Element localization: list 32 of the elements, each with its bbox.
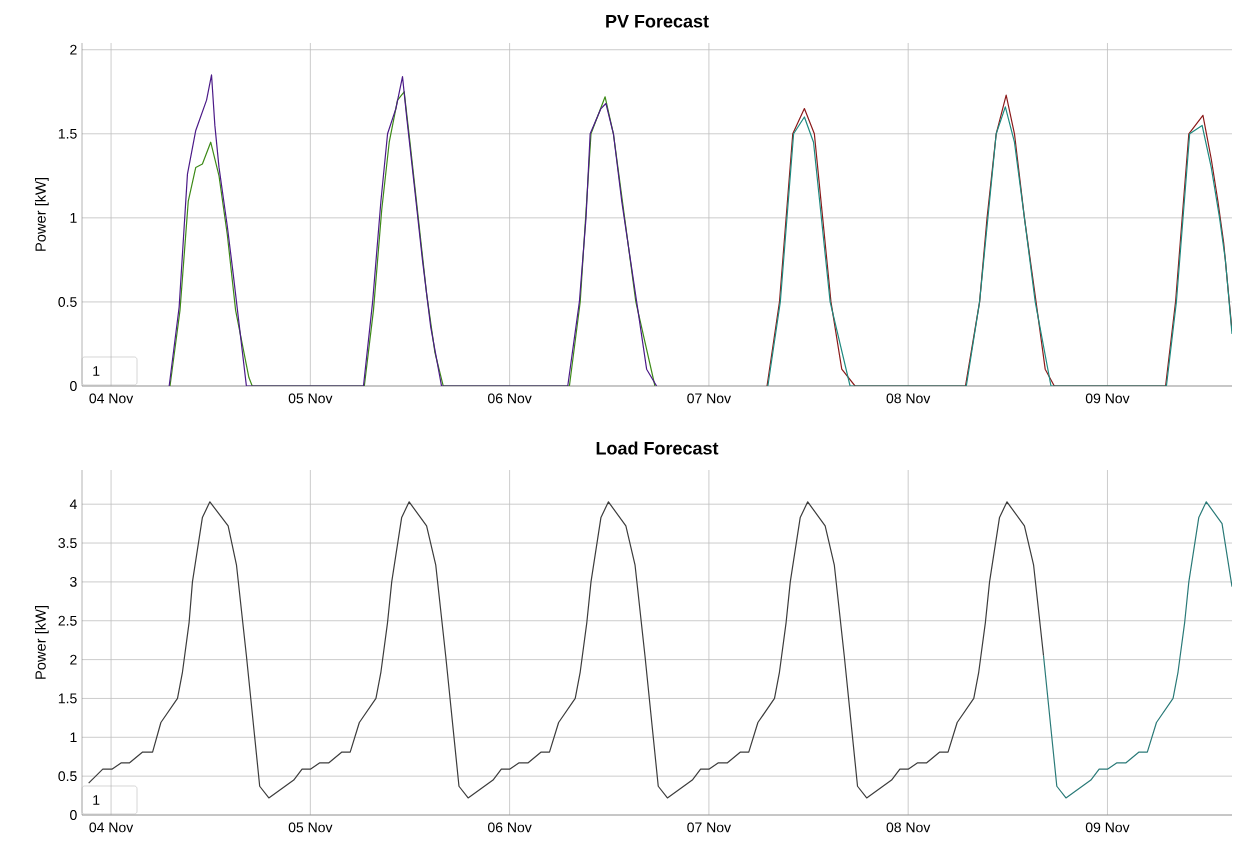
y-tick-label: 0.5: [58, 771, 77, 782]
chart-title: PV Forecast: [606, 15, 709, 28]
x-tick-label: 09 Nov: [1085, 393, 1130, 404]
x-tick-label: 08 Nov: [886, 393, 931, 404]
x-tick-label: 04 Nov: [89, 822, 134, 833]
y-axis-title: Power [kW]: [35, 178, 49, 251]
y-tick-label: 2: [70, 654, 77, 665]
x-tick-label: 05 Nov: [288, 393, 333, 404]
y-tick-label: 3: [70, 576, 77, 587]
y-axis-title: Power [kW]: [35, 606, 49, 679]
x-tick-label: 08 Nov: [886, 822, 931, 833]
y-tick-label: 4: [69, 499, 77, 510]
y-tick-label: 2: [70, 44, 77, 55]
x-tick-label: 07 Nov: [687, 393, 731, 404]
y-tick-label: 2.5: [58, 615, 77, 626]
y-tick-label: 0.5: [58, 296, 77, 307]
y-tick-label: 0: [70, 810, 77, 820]
y-tick-label: 0: [70, 381, 77, 391]
chart-title: Load Forecast: [596, 441, 719, 455]
x-tick-label: 07 Nov: [687, 822, 731, 833]
y-tick-label: 1.5: [58, 693, 77, 704]
y-tick-label: 1.5: [58, 128, 77, 139]
x-tick-label: 06 Nov: [487, 822, 532, 833]
x-tick-label: 06 Nov: [487, 393, 532, 404]
annotation: 1: [93, 795, 100, 805]
y-tick-label: 1: [70, 732, 77, 743]
x-tick-label: 09 Nov: [1085, 822, 1130, 833]
y-tick-label: 3.5: [58, 538, 77, 549]
annotation: 1: [93, 366, 100, 376]
x-tick-label: 04 Nov: [89, 393, 134, 404]
y-tick-label: 1: [70, 213, 77, 223]
x-tick-label: 05 Nov: [288, 822, 333, 833]
